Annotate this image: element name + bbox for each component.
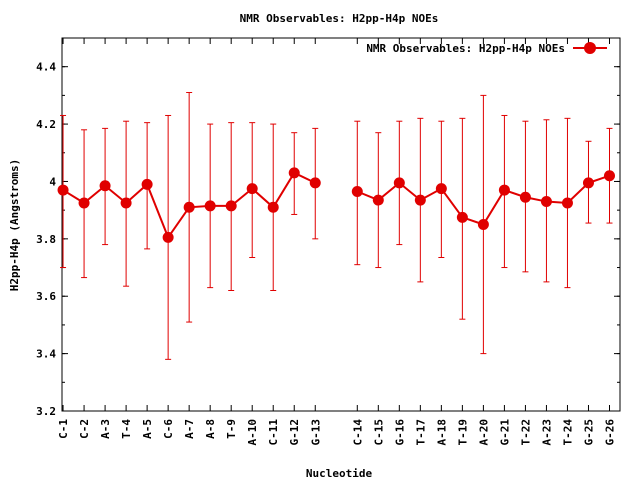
x-axis-label: Nucleotide — [306, 467, 373, 480]
y-tick-label: 3.8 — [36, 233, 56, 246]
data-point — [519, 191, 531, 203]
x-tick-label: G-12 — [288, 419, 301, 446]
data-point — [78, 197, 90, 209]
data-point — [393, 177, 405, 189]
x-tick-label: G-21 — [498, 419, 511, 446]
x-tick-label: T-24 — [561, 419, 574, 446]
x-tick-label: G-26 — [603, 419, 616, 446]
y-tick-label: 4.2 — [36, 118, 56, 131]
data-point — [351, 186, 363, 198]
data-point — [309, 177, 321, 189]
y-tick-label: 3.4 — [36, 348, 56, 361]
x-tick-label: C-15 — [372, 419, 385, 446]
data-point — [414, 194, 426, 206]
data-point — [183, 201, 195, 213]
data-point — [141, 178, 153, 190]
x-tick-label: A-10 — [246, 419, 259, 446]
x-tick-label: T-19 — [456, 419, 469, 446]
x-tick-label: T-4 — [120, 419, 133, 439]
y-tick-label: 3.2 — [36, 405, 56, 418]
data-point — [204, 200, 216, 212]
x-tick-label: A-8 — [204, 419, 217, 439]
legend-marker — [584, 42, 596, 54]
x-tick-label: A-3 — [99, 419, 112, 439]
data-point — [57, 184, 69, 196]
x-tick-label: C-14 — [351, 419, 364, 446]
x-tick-label: A-18 — [435, 419, 448, 446]
y-tick-label: 3.6 — [36, 290, 56, 303]
x-tick-label: C-1 — [57, 419, 70, 439]
x-tick-label: T-9 — [225, 419, 238, 439]
x-tick-label: G-25 — [582, 419, 595, 446]
data-point — [498, 184, 510, 196]
x-tick-label: C-2 — [78, 419, 91, 439]
x-axis: C-1 C-2 A-3 T-4 A-5 C-6 A-7 A-8 T-9 A-10 C-11 G-12 G… — [57, 38, 616, 446]
data-point — [288, 167, 300, 179]
data-point — [120, 197, 132, 209]
data-point — [456, 211, 468, 223]
x-tick-label: C-11 — [267, 419, 280, 446]
legend-label: NMR Observables: H2pp-H4p NOEs — [366, 42, 565, 55]
legend: NMR Observables: H2pp-H4p NOEs — [366, 42, 607, 55]
data-point — [435, 183, 447, 195]
x-tick-label: G-16 — [393, 419, 406, 446]
x-tick-label: T-22 — [519, 419, 532, 446]
x-tick-label: A-5 — [141, 419, 154, 439]
chart-title: NMR Observables: H2pp-H4p NOEs — [240, 12, 439, 25]
data-point — [225, 200, 237, 212]
data-point — [603, 170, 615, 182]
data-point — [561, 197, 573, 209]
x-tick-label: T-17 — [414, 419, 427, 446]
y-tick-label: 4.4 — [36, 61, 56, 74]
y-tick-label: 4 — [49, 175, 56, 188]
x-tick-label: A-23 — [540, 419, 553, 446]
data-point — [477, 219, 489, 230]
y-axis-label: H2pp-H4p (Angstroms) — [8, 159, 21, 291]
data-point — [582, 177, 594, 189]
x-tick-label: G-13 — [309, 419, 322, 446]
x-tick-label: A-7 — [183, 419, 196, 439]
plot-frame — [61, 37, 621, 412]
data-point — [99, 180, 111, 192]
data-point — [267, 201, 279, 213]
data-point — [372, 194, 384, 206]
series-layer — [57, 92, 615, 360]
data-point — [540, 196, 552, 208]
y-axis: 3.2 3.4 3.6 3.8 4 4.2 4.4 — [36, 37, 620, 418]
data-point — [246, 183, 258, 195]
x-tick-label: A-20 — [477, 419, 490, 446]
x-tick-label: C-6 — [162, 419, 175, 439]
data-point — [162, 231, 174, 243]
